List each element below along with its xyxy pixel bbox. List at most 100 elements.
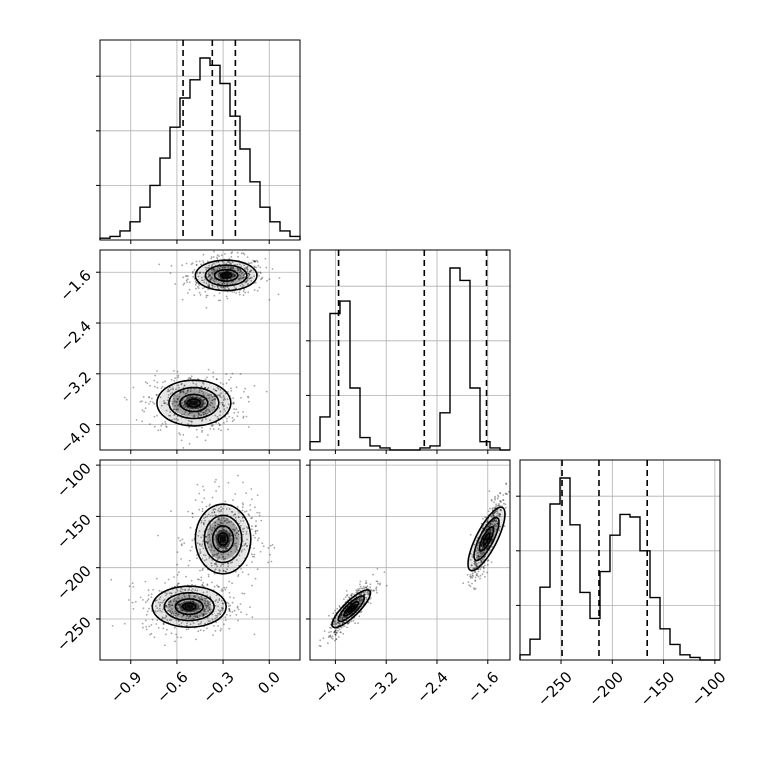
scatter-point	[366, 591, 369, 594]
scatter-point	[227, 428, 230, 431]
scatter-point	[217, 605, 219, 608]
scatter-point	[215, 563, 218, 566]
scatter-point	[220, 606, 223, 609]
scatter-point	[155, 577, 158, 580]
scatter-point	[231, 528, 234, 531]
scatter-point	[323, 630, 326, 632]
scatter-point	[189, 615, 192, 618]
scatter-point	[181, 401, 184, 404]
scatter-point	[237, 533, 240, 536]
scatter-point	[214, 414, 217, 417]
scatter-point	[234, 493, 237, 495]
scatter-point	[365, 582, 368, 584]
scatter-point	[211, 399, 214, 402]
scatter-point	[177, 408, 179, 411]
scatter-point	[213, 554, 215, 557]
scatter-point	[318, 644, 321, 647]
scatter-point	[365, 586, 368, 589]
scatter-point	[200, 598, 203, 601]
scatter-point	[499, 492, 501, 494]
scatter-point	[207, 266, 210, 269]
scatter-point	[491, 538, 493, 541]
y-tick-label-p1-1: −3.2	[56, 368, 94, 406]
scatter-point	[234, 274, 236, 277]
scatter-point	[173, 418, 176, 420]
scatter-point	[186, 423, 189, 426]
scatter-point	[189, 377, 192, 380]
scatter-point	[177, 397, 180, 400]
scatter-point	[217, 609, 220, 611]
scatter-point	[144, 619, 147, 622]
scatter-point	[189, 377, 192, 380]
scatter-point	[211, 529, 214, 532]
scatter-point	[142, 607, 145, 610]
scatter-point	[376, 580, 379, 583]
scatter-point	[369, 602, 372, 605]
scatter-point	[228, 627, 231, 630]
scatter-point	[366, 590, 369, 593]
scatter-point	[202, 540, 205, 542]
scatter-point	[494, 523, 496, 526]
scatter-point	[207, 601, 210, 604]
scatter-point	[507, 490, 510, 493]
scatter-point	[170, 619, 173, 621]
scatter-point	[474, 576, 477, 579]
scatter-point	[333, 623, 336, 626]
scatter-point	[357, 588, 359, 590]
scatter-point	[495, 510, 497, 512]
scatter-point	[211, 395, 214, 398]
scatter-point	[180, 591, 183, 593]
scatter-point	[230, 252, 233, 255]
scatter-point	[505, 482, 507, 485]
scatter-point	[215, 378, 218, 381]
scatter-point	[172, 408, 175, 411]
scatter-point	[232, 514, 235, 517]
scatter-point	[193, 617, 195, 620]
scatter-point	[265, 266, 268, 269]
x-tick-label-p1-0: −4.0	[312, 668, 350, 706]
scatter-point	[471, 555, 474, 558]
scatter-point	[156, 381, 159, 384]
scatter-point	[185, 617, 188, 620]
scatter-point	[211, 511, 214, 514]
scatter-point	[147, 589, 150, 592]
scatter-point	[191, 512, 194, 515]
scatter-point	[489, 523, 492, 526]
scatter-point	[218, 507, 220, 510]
scatter-point	[494, 525, 497, 528]
scatter-point	[205, 505, 208, 508]
scatter-point	[198, 530, 201, 533]
scatter-point	[178, 432, 181, 434]
scatter-point	[206, 591, 209, 593]
scatter-point	[207, 604, 210, 606]
scatter-point	[222, 569, 225, 572]
scatter-point	[251, 584, 253, 587]
scatter-point	[223, 517, 226, 519]
scatter-point	[202, 398, 205, 401]
scatter-point	[256, 260, 259, 263]
scatter-point	[196, 616, 199, 619]
scatter-point	[187, 292, 189, 294]
scatter-point	[156, 370, 158, 372]
scatter-point	[254, 577, 257, 580]
scatter-point	[141, 622, 144, 625]
scatter-point	[176, 590, 179, 592]
scatter-point	[330, 630, 332, 633]
scatter-point	[500, 501, 502, 503]
scatter-point	[223, 266, 226, 269]
scatter-point	[212, 376, 215, 378]
scatter-point	[247, 513, 250, 516]
scatter-point	[175, 600, 178, 602]
scatter-point	[172, 388, 175, 391]
scatter-point	[215, 389, 217, 392]
scatter-point	[224, 619, 227, 621]
scatter-point	[235, 386, 238, 389]
scatter-point	[204, 597, 207, 600]
scatter-point	[206, 266, 208, 269]
scatter-point	[213, 526, 216, 529]
scatter-point	[169, 392, 172, 395]
scatter-point	[226, 568, 229, 571]
scatter-point	[358, 587, 361, 590]
scatter-point	[206, 376, 208, 379]
scatter-point	[169, 609, 172, 612]
